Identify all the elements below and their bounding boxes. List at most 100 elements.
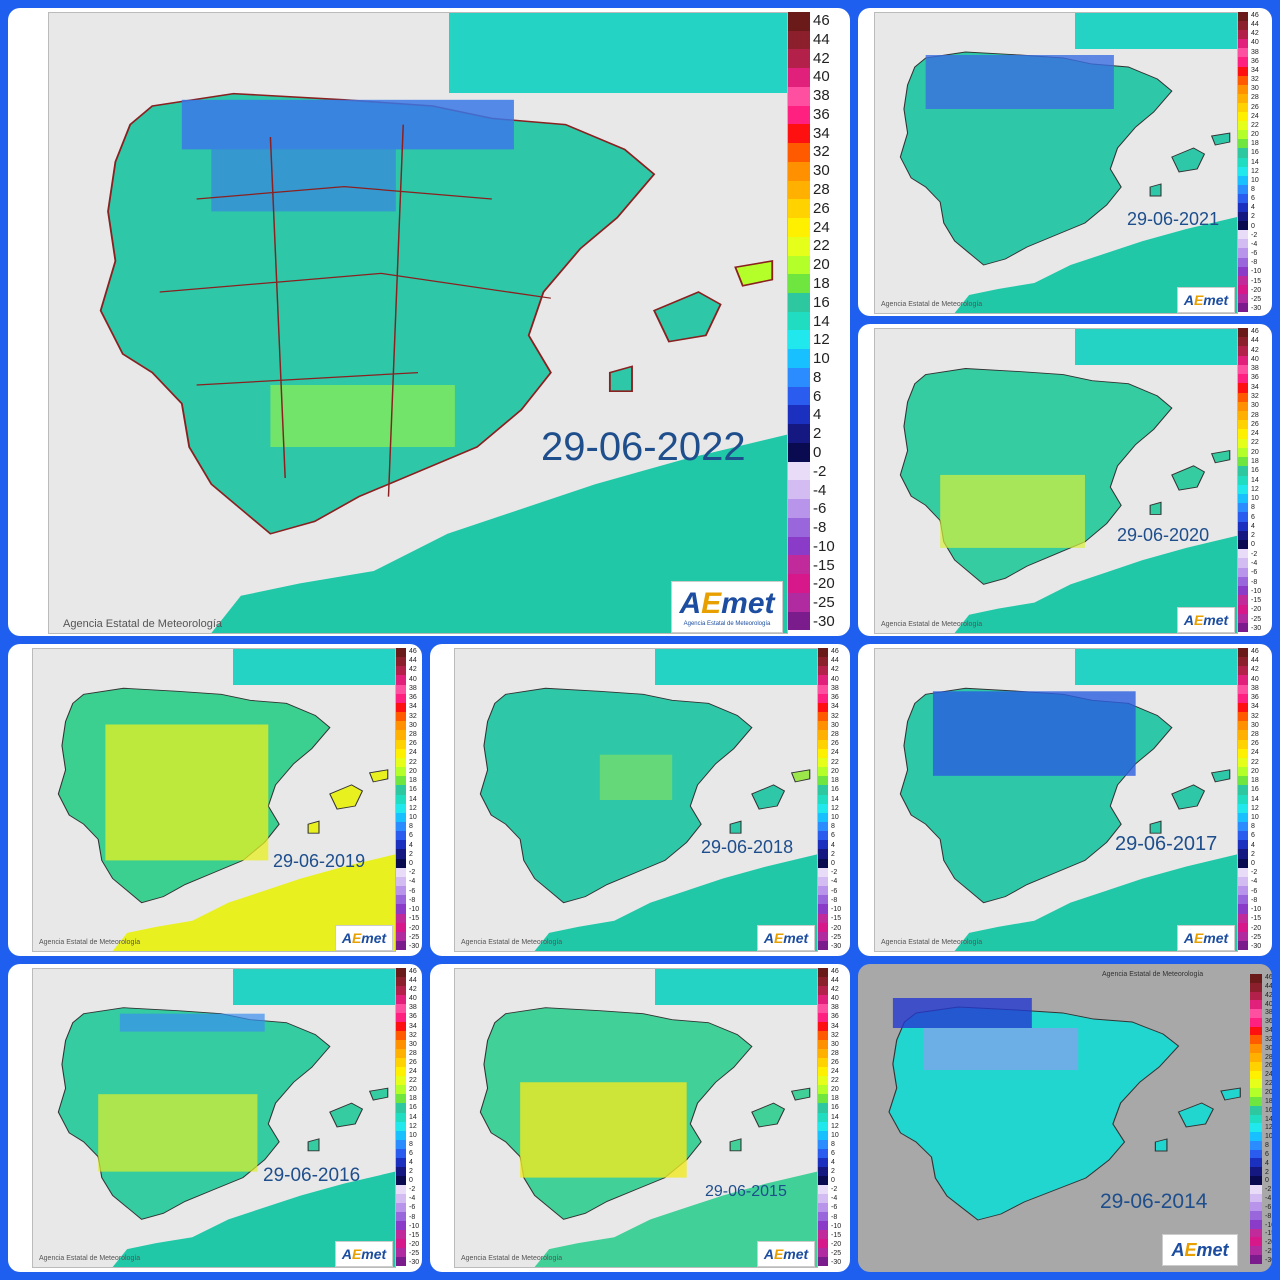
legend-swatch: [818, 1175, 828, 1185]
legend-label: 8: [813, 368, 822, 386]
legend-label: 36: [1251, 57, 1259, 65]
legend-label: 44: [831, 977, 839, 985]
legend-swatch: [396, 1121, 406, 1131]
legend-swatch: [818, 1211, 828, 1221]
legend-label: 44: [409, 657, 417, 665]
map-panel-2021: 29-06-2021 Agencia Estatal de Meteorolog…: [858, 8, 1272, 316]
legend-label: 20: [813, 256, 830, 274]
legend-label: -15: [1265, 1230, 1272, 1238]
legend-label: -30: [1265, 1257, 1272, 1264]
legend-swatch: [818, 995, 828, 1005]
legend-swatch: [818, 1121, 828, 1131]
legend-label: -2: [1265, 1186, 1272, 1194]
legend-swatch: [788, 330, 810, 350]
legend-label: 42: [1251, 30, 1259, 38]
legend-swatch: [1250, 1175, 1262, 1185]
legend-label: -2: [1251, 869, 1258, 877]
legend-label: 28: [409, 730, 417, 738]
legend-swatch: [818, 904, 828, 914]
legend-swatch: [788, 218, 810, 237]
legend-label: 24: [1265, 1071, 1272, 1079]
legend-swatch: [1238, 840, 1248, 850]
legend-swatch: [1238, 576, 1248, 587]
map-panel-2020: 29-06-2020 Agencia Estatal de Meteorolog…: [858, 324, 1272, 636]
legend-swatch: [1250, 1105, 1262, 1115]
legend-label: 20: [1251, 767, 1259, 775]
legend-label: 26: [1251, 740, 1259, 748]
legend-label: 20: [409, 767, 417, 775]
legend-label: -6: [1265, 1203, 1272, 1211]
legend-swatch: [1238, 757, 1248, 768]
legend-label: 10: [409, 1131, 417, 1139]
legend-label: -30: [409, 1259, 420, 1266]
legend-swatch: [396, 895, 406, 905]
legend-label: 42: [409, 666, 417, 674]
legend-swatch: [818, 1085, 828, 1095]
legend-label: 18: [409, 777, 417, 785]
legend-label: 8: [1265, 1142, 1269, 1150]
legend-label: 24: [831, 1068, 839, 1076]
legend-swatch: [396, 1184, 406, 1194]
legend-label: -25: [1251, 295, 1262, 303]
legend-swatch: [1238, 666, 1248, 676]
date-label: 29-06-2019: [273, 851, 366, 871]
legend-label: -10: [831, 906, 842, 914]
legend-label: 16: [831, 786, 839, 794]
legend-swatch: [1238, 785, 1248, 795]
legend-label: -15: [813, 556, 835, 574]
legend-swatch: [818, 794, 828, 804]
legend-swatch: [1238, 328, 1248, 338]
legend-swatch: [1238, 702, 1248, 713]
legend-label: 22: [1265, 1080, 1272, 1088]
legend-swatch: [1238, 121, 1248, 131]
legend-label: 14: [409, 795, 417, 803]
legend-swatch: [396, 1040, 406, 1050]
legend-swatch: [1238, 941, 1248, 951]
legend-label: 46: [409, 968, 417, 975]
legend-swatch: [1238, 346, 1248, 356]
legend-label: 30: [813, 162, 830, 180]
legend-label: 40: [1251, 675, 1259, 683]
legend-swatch: [1238, 484, 1248, 494]
legend-swatch: [396, 876, 406, 887]
legend-label: 32: [813, 143, 830, 161]
legend-swatch: [396, 721, 406, 731]
legend-label: 26: [813, 199, 830, 217]
date-label: 29-06-2017: [1115, 833, 1218, 855]
legend-swatch: [788, 405, 810, 425]
legend-label: 24: [813, 218, 830, 236]
legend-label: 32: [409, 712, 417, 720]
legend-label: -6: [1251, 250, 1258, 258]
temperature-map-2014: 29-06-2014 Agencia Estatal de Meteorolog…: [862, 968, 1248, 1268]
legend-label: 10: [1251, 813, 1259, 821]
legend-swatch: [396, 1139, 406, 1149]
legend-label: 26: [831, 740, 839, 748]
legend-swatch: [788, 555, 810, 575]
legend-swatch: [818, 721, 828, 731]
legend-label: 42: [1251, 666, 1259, 674]
date-label: 29-06-2022: [541, 425, 746, 469]
legend-label: -10: [1251, 587, 1262, 595]
legend-label: 24: [1251, 430, 1259, 438]
legend-swatch: [1238, 193, 1248, 203]
legend-label: -10: [831, 1222, 842, 1230]
legend-swatch: [818, 931, 828, 941]
legend-swatch: [1238, 157, 1248, 167]
legend-swatch: [818, 886, 828, 896]
legend-swatch: [396, 1238, 406, 1248]
legend-label: 40: [1265, 1000, 1272, 1008]
legend-label: 24: [409, 1068, 417, 1076]
legend-swatch: [818, 1103, 828, 1113]
legend-label: 28: [1251, 411, 1259, 419]
legend-swatch: [1238, 401, 1248, 411]
legend-swatch: [1238, 712, 1248, 722]
credit-text: Agencia Estatal de Meteorología: [63, 618, 222, 630]
legend-swatch: [1238, 803, 1248, 813]
legend-label: 44: [1251, 21, 1259, 29]
legend-swatch: [818, 977, 828, 987]
legend-swatch: [1250, 1061, 1262, 1071]
legend-swatch: [396, 666, 406, 676]
legend-label: 2: [1251, 850, 1255, 858]
legend-label: -8: [409, 1213, 416, 1221]
legend-swatch: [818, 1193, 828, 1203]
